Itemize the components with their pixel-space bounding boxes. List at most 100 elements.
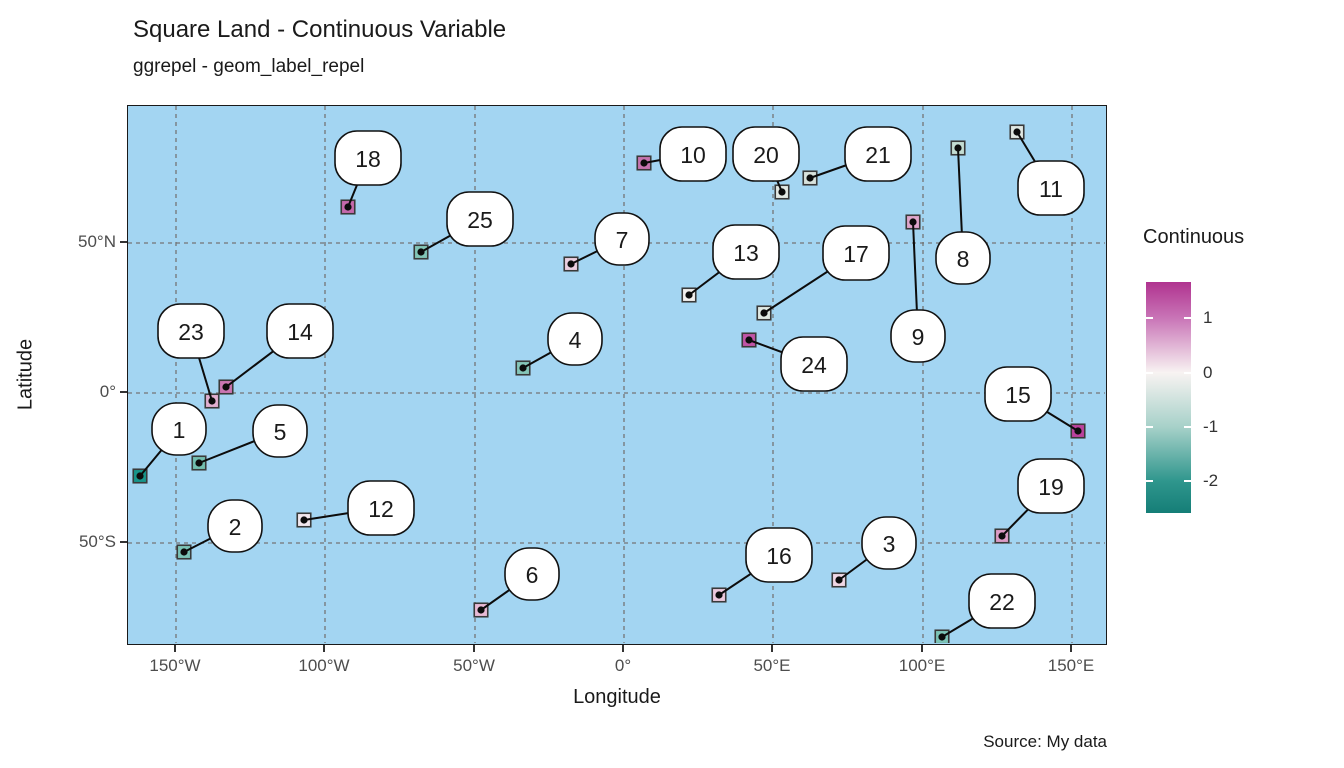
legend-gradient-bar: [1146, 282, 1191, 513]
y-axis-tick-label: 50°S: [78, 532, 116, 551]
point-dot: [208, 397, 216, 405]
point-dot: [195, 459, 203, 467]
point-dot: [519, 364, 527, 372]
point-dot: [417, 248, 425, 256]
repel-label-text: 11: [1039, 176, 1063, 202]
y-axis-title: Latitude: [14, 338, 37, 411]
x-axis-tick: [921, 645, 923, 652]
repel-label-bubble: [968, 573, 1036, 629]
chart-title: Square Land - Continuous Variable: [133, 16, 507, 43]
repel-label-text: 22: [989, 589, 1015, 615]
repel-label-text: 25: [467, 207, 493, 233]
repel-label-text: 8: [957, 246, 970, 272]
repel-label-bubble: [780, 336, 848, 392]
repel-label-text: 12: [368, 496, 394, 522]
repel-label-bubble: [334, 130, 402, 186]
point-dot: [1074, 427, 1082, 435]
point-dot: [477, 606, 485, 614]
repel-label-bubble: [822, 225, 890, 281]
point-dot: [954, 144, 962, 152]
point-dot: [715, 591, 723, 599]
repel-label-text: 1: [173, 417, 186, 443]
legend-tick-label: -1: [1203, 416, 1219, 436]
point-dot: [640, 159, 648, 167]
repel-label-bubble: [347, 480, 415, 536]
plot-panel: 1 2 3 4 5 6 7 8 9 10 11 12 13 14 15 16 17 18 19 20 21 22 23 24 2…: [127, 105, 1107, 645]
x-axis-tick: [622, 645, 624, 652]
x-axis-tick-label: 100°W: [298, 656, 350, 675]
repel-label-text: 18: [355, 146, 381, 172]
point-dot: [344, 203, 352, 211]
x-axis-title: Longitude: [573, 686, 661, 708]
repel-label-bubble: [151, 402, 207, 456]
legend-tick-mark: [1146, 371, 1153, 374]
repel-label-text: 20: [753, 142, 779, 168]
x-axis-tick-label: 150°W: [149, 656, 201, 675]
repel-label-bubble: [157, 303, 225, 359]
repel-label-bubble: [984, 366, 1052, 422]
x-axis-tick: [473, 645, 475, 652]
y-axis-tick: [120, 541, 127, 543]
repel-label-bubble: [207, 499, 263, 553]
point-dot: [778, 188, 786, 196]
legend-tick-mark: [1146, 480, 1153, 483]
x-axis-tick-label: 100°E: [898, 656, 946, 675]
x-axis-tick: [323, 645, 325, 652]
x-axis-tick-label: 50°W: [453, 656, 495, 675]
repel-label-text: 19: [1038, 474, 1064, 500]
x-axis-tick: [1070, 645, 1072, 652]
repel-label-bubble: [844, 126, 912, 182]
x-axis-tick-label: 150°E: [1047, 656, 1095, 675]
repel-label-bubble: [935, 231, 991, 285]
point-dot: [806, 174, 814, 182]
point-dot: [998, 532, 1006, 540]
repel-label-bubble: [659, 126, 727, 182]
repel-label-bubble: [1017, 160, 1085, 216]
point-dot: [300, 516, 308, 524]
legend-title: Continuous: [1143, 226, 1245, 248]
repel-label-text: 21: [865, 142, 891, 168]
source-caption: Source: My data: [983, 732, 1107, 751]
repel-label-bubble: [446, 191, 514, 247]
y-axis-tick: [120, 391, 127, 393]
point-dot: [745, 336, 753, 344]
point-dot: [938, 633, 946, 641]
repel-label-text: 2: [229, 514, 242, 540]
point-dot: [136, 472, 144, 480]
x-axis-tick-label: 50°E: [753, 656, 791, 675]
repel-label-text: 24: [801, 352, 827, 378]
point-dot: [1013, 128, 1021, 136]
repel-label-text: 23: [178, 319, 204, 345]
repel-label-text: 13: [733, 240, 759, 266]
repel-label-text: 7: [616, 227, 629, 253]
legend-tick-label: -2: [1203, 471, 1219, 491]
point-dot: [180, 548, 188, 556]
repel-label-bubble: [547, 312, 603, 366]
legend-tick-label: 1: [1203, 308, 1213, 328]
legend-tick-mark: [1146, 317, 1153, 320]
point-dot: [835, 576, 843, 584]
legend-tick-mark: [1184, 371, 1191, 374]
repel-label-bubble: [890, 309, 946, 363]
point-dot: [222, 383, 230, 391]
legend-tick-mark: [1146, 425, 1153, 428]
repel-label-bubble: [861, 516, 917, 570]
legend-tick-label: 0: [1203, 362, 1213, 382]
repel-label-bubble: [504, 547, 560, 601]
repel-label-bubble: [712, 224, 780, 280]
point-dot: [567, 260, 575, 268]
repel-label-text: 5: [274, 419, 287, 445]
repel-label-bubble: [252, 404, 308, 458]
repel-label-bubble: [266, 303, 334, 359]
x-axis-tick: [771, 645, 773, 652]
repel-label-text: 16: [766, 543, 792, 569]
point-dot: [909, 218, 917, 226]
repel-label-text: 6: [526, 562, 539, 588]
legend-tick-mark: [1184, 425, 1191, 428]
repel-label-text: 15: [1005, 382, 1031, 408]
repel-label-bubble: [594, 212, 650, 266]
legend-tick-mark: [1184, 480, 1191, 483]
repel-label-bubble: [732, 126, 800, 182]
legend-tick-mark: [1184, 317, 1191, 320]
